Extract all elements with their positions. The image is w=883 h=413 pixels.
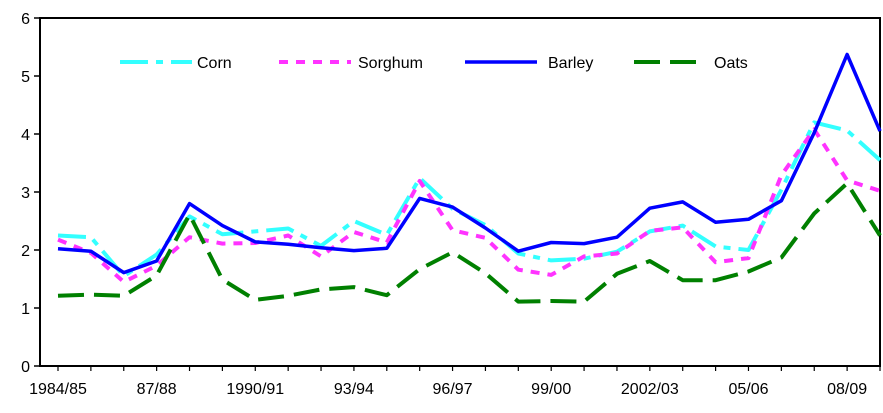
x-tick-label: 99/00 bbox=[531, 381, 571, 398]
y-tick-label: 5 bbox=[21, 69, 30, 86]
x-tick-label: 1990/91 bbox=[226, 381, 284, 398]
x-tick-label: 96/97 bbox=[433, 381, 473, 398]
x-tick-label: 08/09 bbox=[827, 381, 867, 398]
x-tick-label: 87/88 bbox=[137, 381, 177, 398]
axes: 0 1 2 3 4 5 6 1984/85 87/88 1990/91 93/94 96/97 99/0… bbox=[21, 11, 881, 398]
y-tick-label: 2 bbox=[21, 243, 30, 260]
series-layer bbox=[57, 52, 882, 304]
series-line-corn bbox=[57, 120, 882, 279]
x-tick-label: 1984/85 bbox=[29, 381, 87, 398]
y-tick-label: 4 bbox=[21, 127, 30, 144]
y-tick-label: 6 bbox=[21, 11, 30, 28]
y-tick-label: 0 bbox=[21, 359, 30, 376]
legend: Corn Sorghum Barley Oats bbox=[120, 55, 748, 72]
series-line-barley bbox=[57, 52, 882, 275]
x-tick-label: 05/06 bbox=[728, 381, 768, 398]
legend-label-corn: Corn bbox=[197, 55, 232, 72]
legend-label-oats: Oats bbox=[714, 55, 748, 72]
plot-area-frame bbox=[39, 17, 881, 367]
legend-label-sorghum: Sorghum bbox=[358, 55, 423, 72]
y-tick-label: 3 bbox=[21, 185, 30, 202]
series-line-oats bbox=[57, 181, 882, 304]
x-tick-label: 93/94 bbox=[334, 381, 374, 398]
x-tick-label: 2002/03 bbox=[621, 381, 679, 398]
series-line-sorghum bbox=[57, 127, 881, 284]
y-tick-label: 1 bbox=[21, 301, 30, 318]
legend-label-barley: Barley bbox=[548, 55, 593, 72]
